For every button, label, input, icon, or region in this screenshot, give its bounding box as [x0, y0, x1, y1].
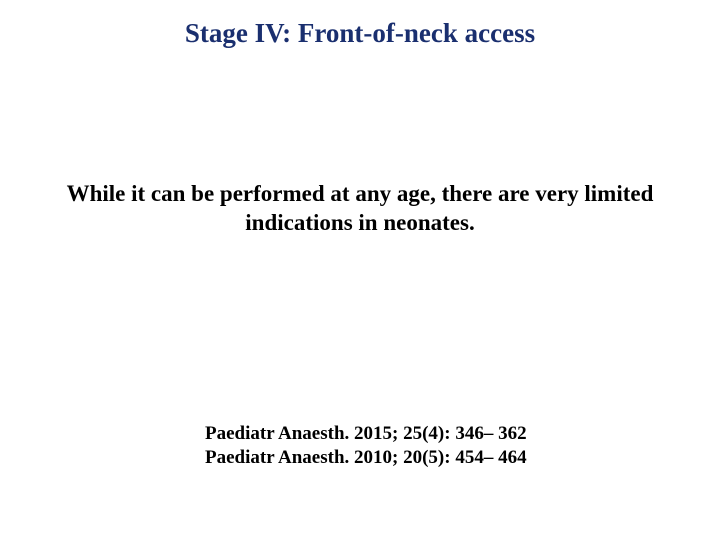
- slide: Stage IV: Front-of-neck access While it …: [0, 0, 720, 540]
- slide-body: While it can be performed at any age, th…: [45, 180, 675, 238]
- slide-title: Stage IV: Front-of-neck access: [0, 18, 720, 49]
- reference-line-2: Paediatr Anaesth. 2010; 20(5): 454– 464: [205, 446, 527, 470]
- reference-line-1: Paediatr Anaesth. 2015; 25(4): 346– 362: [205, 422, 527, 446]
- slide-references: Paediatr Anaesth. 2015; 25(4): 346– 362 …: [205, 422, 527, 470]
